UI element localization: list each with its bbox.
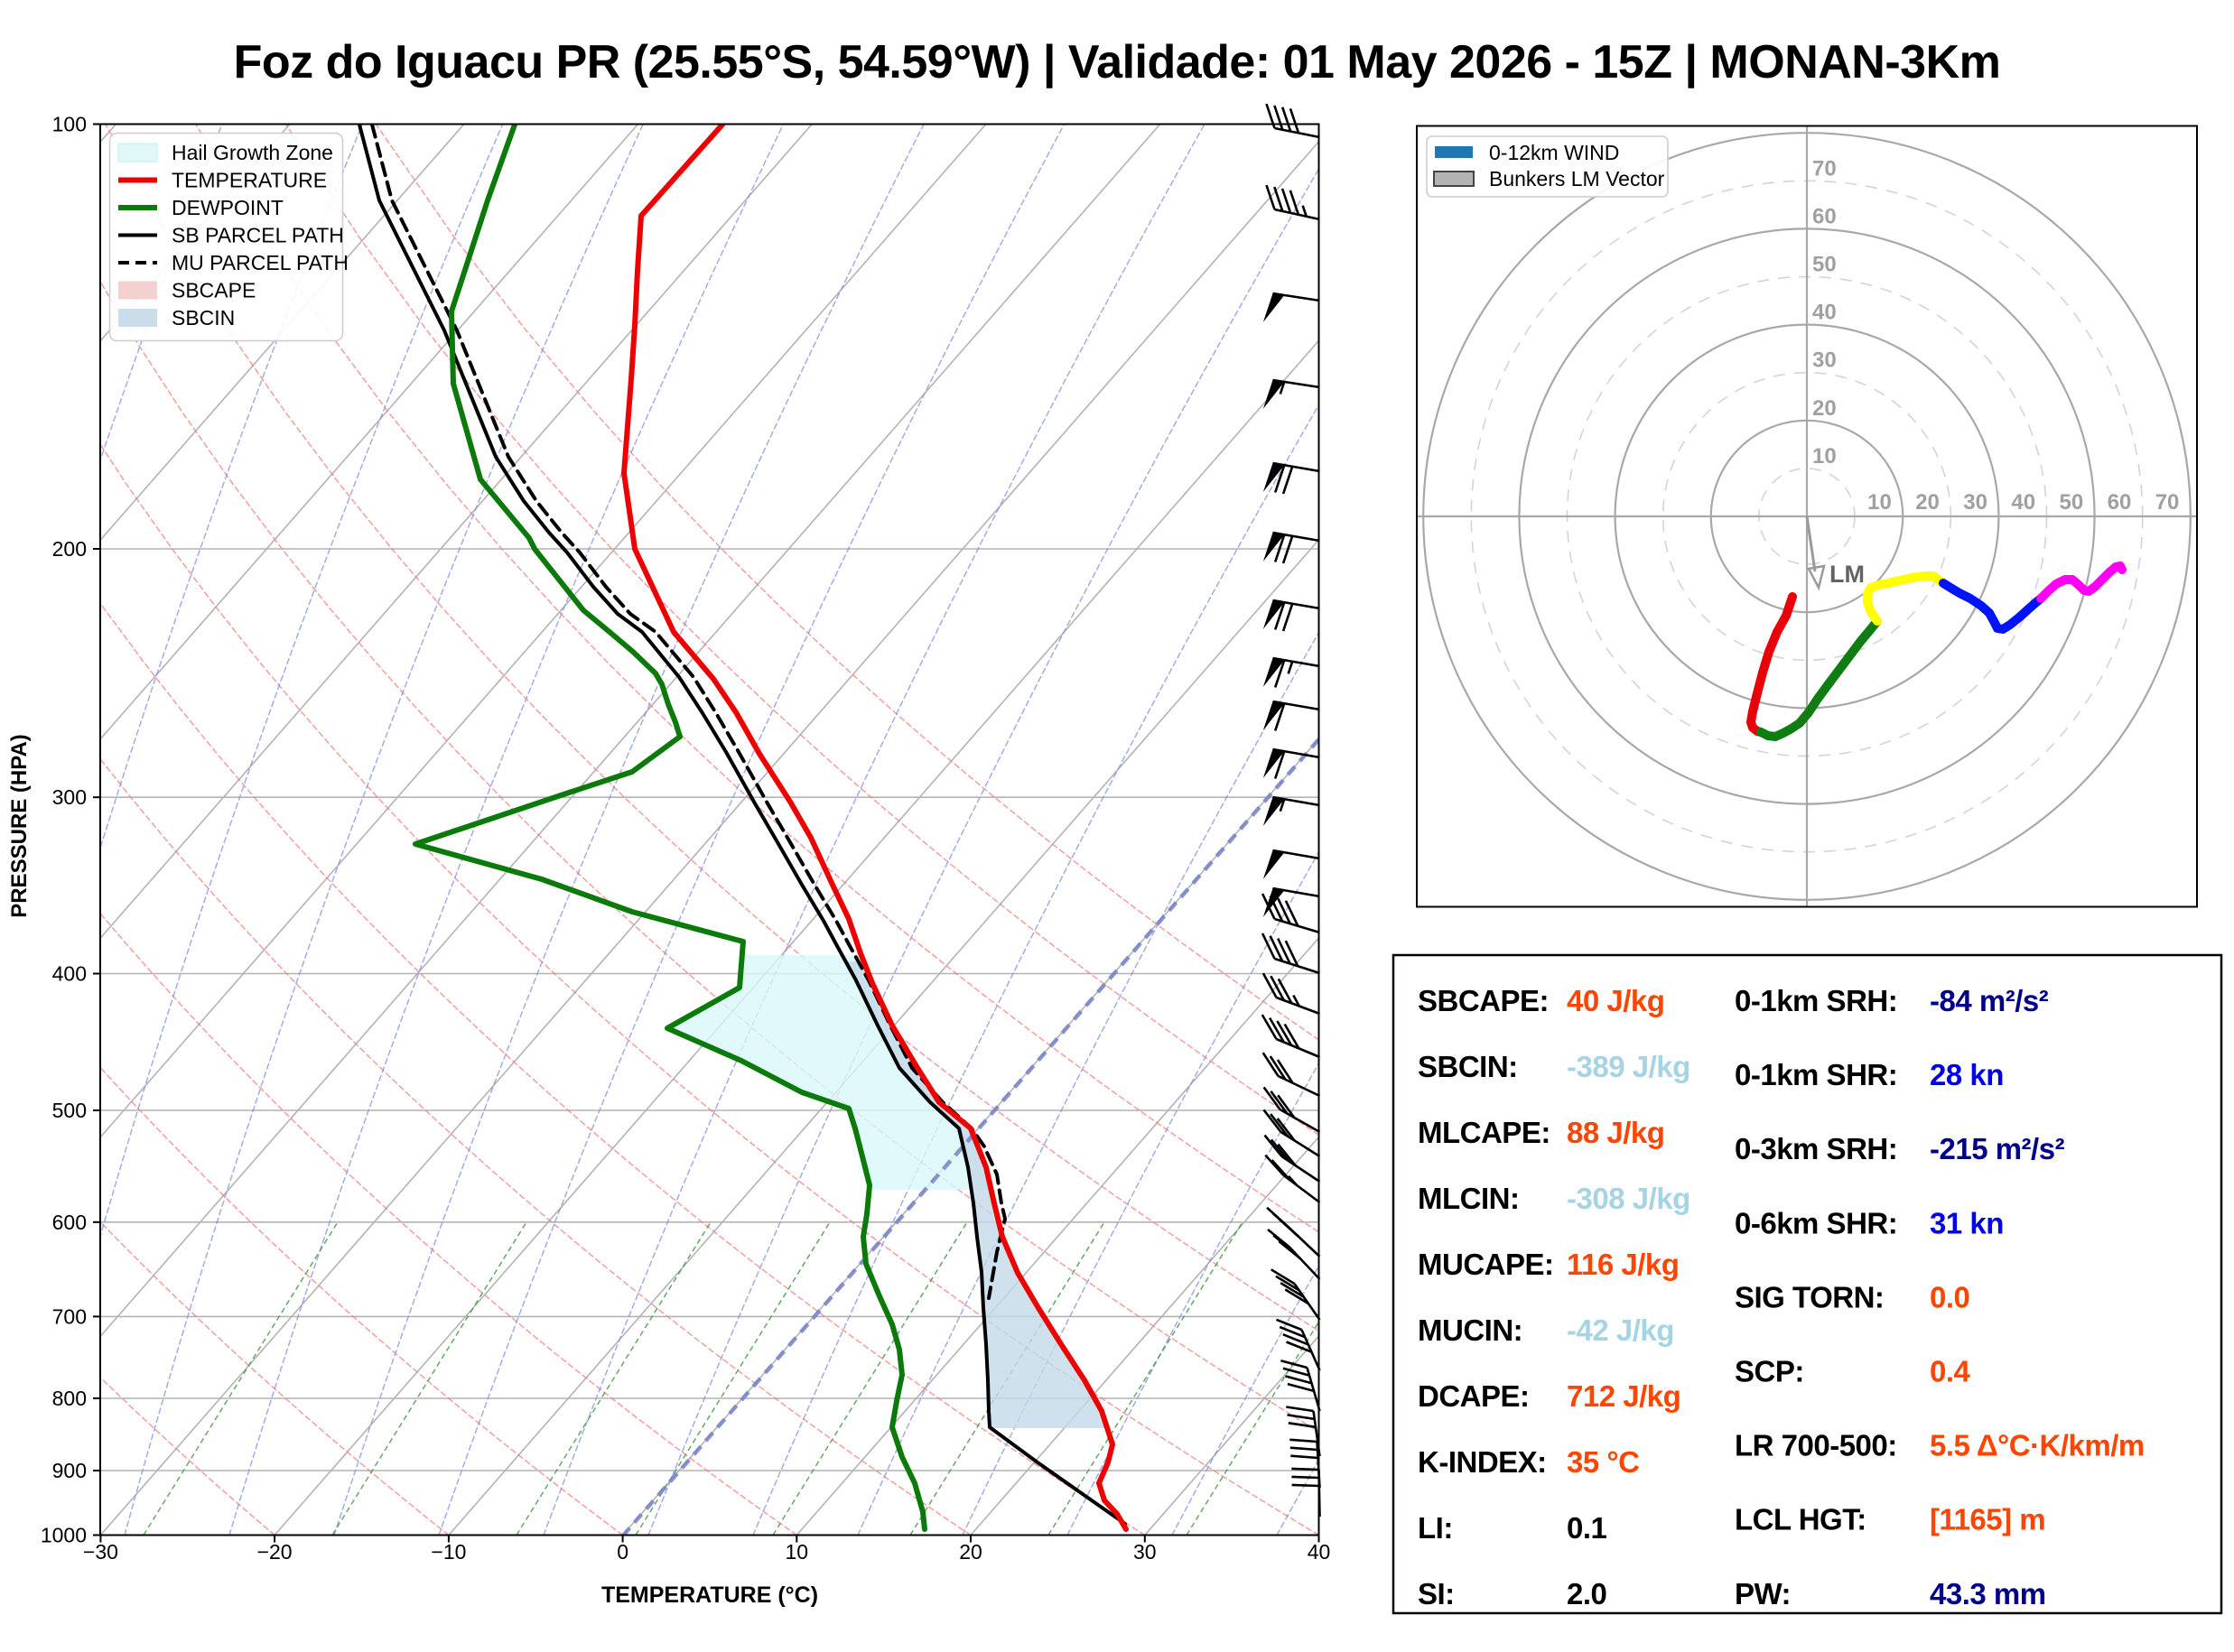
svg-text:20: 20: [1915, 490, 1940, 515]
svg-text:50: 50: [1812, 253, 1837, 277]
svg-text:SCP:: SCP:: [1735, 1355, 1804, 1388]
svg-text:70: 70: [2155, 490, 2180, 515]
svg-text:100: 100: [52, 113, 87, 136]
svg-text:0-1km SHR:: 0-1km SHR:: [1735, 1058, 1897, 1091]
svg-text:DEWPOINT: DEWPOINT: [172, 196, 284, 219]
svg-text:300: 300: [52, 785, 87, 809]
svg-text:28 kn: 28 kn: [1930, 1058, 2004, 1091]
svg-text:LI:: LI:: [1418, 1511, 1453, 1545]
svg-text:SBCAPE: SBCAPE: [172, 279, 256, 302]
svg-text:400: 400: [52, 962, 87, 986]
svg-text:500: 500: [52, 1099, 87, 1122]
svg-text:900: 900: [52, 1459, 87, 1482]
svg-text:-42 J/kg: -42 J/kg: [1567, 1313, 1674, 1347]
svg-text:116 J/kg: 116 J/kg: [1567, 1248, 1679, 1281]
svg-text:10: 10: [1812, 444, 1837, 469]
svg-text:MLCAPE:: MLCAPE:: [1418, 1116, 1550, 1149]
svg-text:PRESSURE (HPA): PRESSURE (HPA): [7, 734, 32, 918]
svg-text:700: 700: [52, 1304, 87, 1328]
svg-text:SBCIN:: SBCIN:: [1418, 1050, 1518, 1083]
svg-text:2.0: 2.0: [1567, 1577, 1606, 1610]
svg-text:Hail Growth Zone: Hail Growth Zone: [172, 141, 333, 164]
svg-text:SB PARCEL PATH: SB PARCEL PATH: [172, 224, 344, 247]
svg-text:10: 10: [1867, 490, 1892, 515]
svg-text:600: 600: [52, 1211, 87, 1234]
svg-text:50: 50: [2060, 490, 2084, 515]
svg-text:SI:: SI:: [1418, 1577, 1455, 1610]
svg-text:-215 m²/s²: -215 m²/s²: [1930, 1132, 2065, 1165]
svg-text:1000: 1000: [41, 1524, 87, 1547]
svg-text:SBCAPE:: SBCAPE:: [1418, 984, 1549, 1017]
svg-text:60: 60: [1812, 204, 1837, 228]
svg-text:0.4: 0.4: [1930, 1355, 1971, 1388]
svg-text:-308 J/kg: -308 J/kg: [1567, 1182, 1690, 1215]
svg-text:Foz do Iguacu PR (25.55°S, 54.: Foz do Iguacu PR (25.55°S, 54.59°W) | Va…: [234, 36, 2001, 88]
svg-text:LM: LM: [1829, 561, 1865, 588]
svg-text:200: 200: [52, 537, 87, 561]
svg-text:88 J/kg: 88 J/kg: [1567, 1116, 1664, 1149]
svg-text:K-INDEX:: K-INDEX:: [1418, 1445, 1547, 1479]
svg-text:SIG TORN:: SIG TORN:: [1735, 1280, 1884, 1313]
svg-text:Bunkers LM Vector: Bunkers LM Vector: [1489, 167, 1665, 190]
svg-text:−30: −30: [83, 1540, 118, 1564]
svg-text:31 kn: 31 kn: [1930, 1206, 2004, 1239]
svg-text:70: 70: [1812, 156, 1837, 181]
svg-text:0.0: 0.0: [1930, 1280, 1969, 1313]
svg-text:40: 40: [2011, 490, 2035, 515]
svg-text:0.1: 0.1: [1567, 1511, 1607, 1545]
svg-text:MUCAPE:: MUCAPE:: [1418, 1248, 1554, 1281]
svg-text:40 J/kg: 40 J/kg: [1567, 984, 1664, 1017]
svg-text:0-12km WIND: 0-12km WIND: [1489, 141, 1619, 164]
svg-text:MUCIN:: MUCIN:: [1418, 1313, 1522, 1347]
svg-text:0-3km SRH:: 0-3km SRH:: [1735, 1132, 1897, 1165]
svg-text:712 J/kg: 712 J/kg: [1567, 1379, 1680, 1413]
svg-text:5.5 Δ°C·K/km/m: 5.5 Δ°C·K/km/m: [1930, 1429, 2145, 1462]
svg-text:35 °C: 35 °C: [1567, 1445, 1639, 1479]
svg-text:0: 0: [617, 1540, 628, 1564]
svg-text:DCAPE:: DCAPE:: [1418, 1379, 1530, 1413]
svg-text:-84 m²/s²: -84 m²/s²: [1930, 984, 2049, 1017]
svg-text:[1165] m: [1165] m: [1930, 1503, 2045, 1536]
svg-text:TEMPERATURE: TEMPERATURE: [172, 169, 327, 192]
svg-text:800: 800: [52, 1387, 87, 1410]
svg-text:TEMPERATURE (°C): TEMPERATURE (°C): [601, 1582, 818, 1608]
svg-text:MLCIN:: MLCIN:: [1418, 1182, 1519, 1215]
svg-text:20: 20: [959, 1540, 982, 1564]
svg-text:30: 30: [1812, 348, 1837, 373]
svg-text:−20: −20: [257, 1540, 293, 1564]
svg-text:SBCIN: SBCIN: [172, 306, 235, 329]
svg-text:0-6km SHR:: 0-6km SHR:: [1735, 1206, 1897, 1239]
svg-text:MU PARCEL PATH: MU PARCEL PATH: [172, 251, 349, 274]
svg-text:LCL HGT:: LCL HGT:: [1735, 1503, 1866, 1536]
svg-text:-389 J/kg: -389 J/kg: [1567, 1050, 1690, 1083]
svg-text:40: 40: [1812, 301, 1837, 325]
svg-text:60: 60: [2108, 490, 2132, 515]
svg-text:LR 700-500:: LR 700-500:: [1735, 1429, 1897, 1462]
svg-text:40: 40: [1308, 1540, 1331, 1564]
svg-text:10: 10: [786, 1540, 809, 1564]
svg-text:20: 20: [1812, 396, 1837, 421]
svg-text:30: 30: [1133, 1540, 1157, 1564]
svg-text:−10: −10: [431, 1540, 466, 1564]
svg-text:30: 30: [1963, 490, 1987, 515]
svg-text:0-1km SRH:: 0-1km SRH:: [1735, 984, 1897, 1017]
svg-text:43.3 mm: 43.3 mm: [1930, 1577, 2046, 1610]
svg-text:PW:: PW:: [1735, 1577, 1791, 1610]
